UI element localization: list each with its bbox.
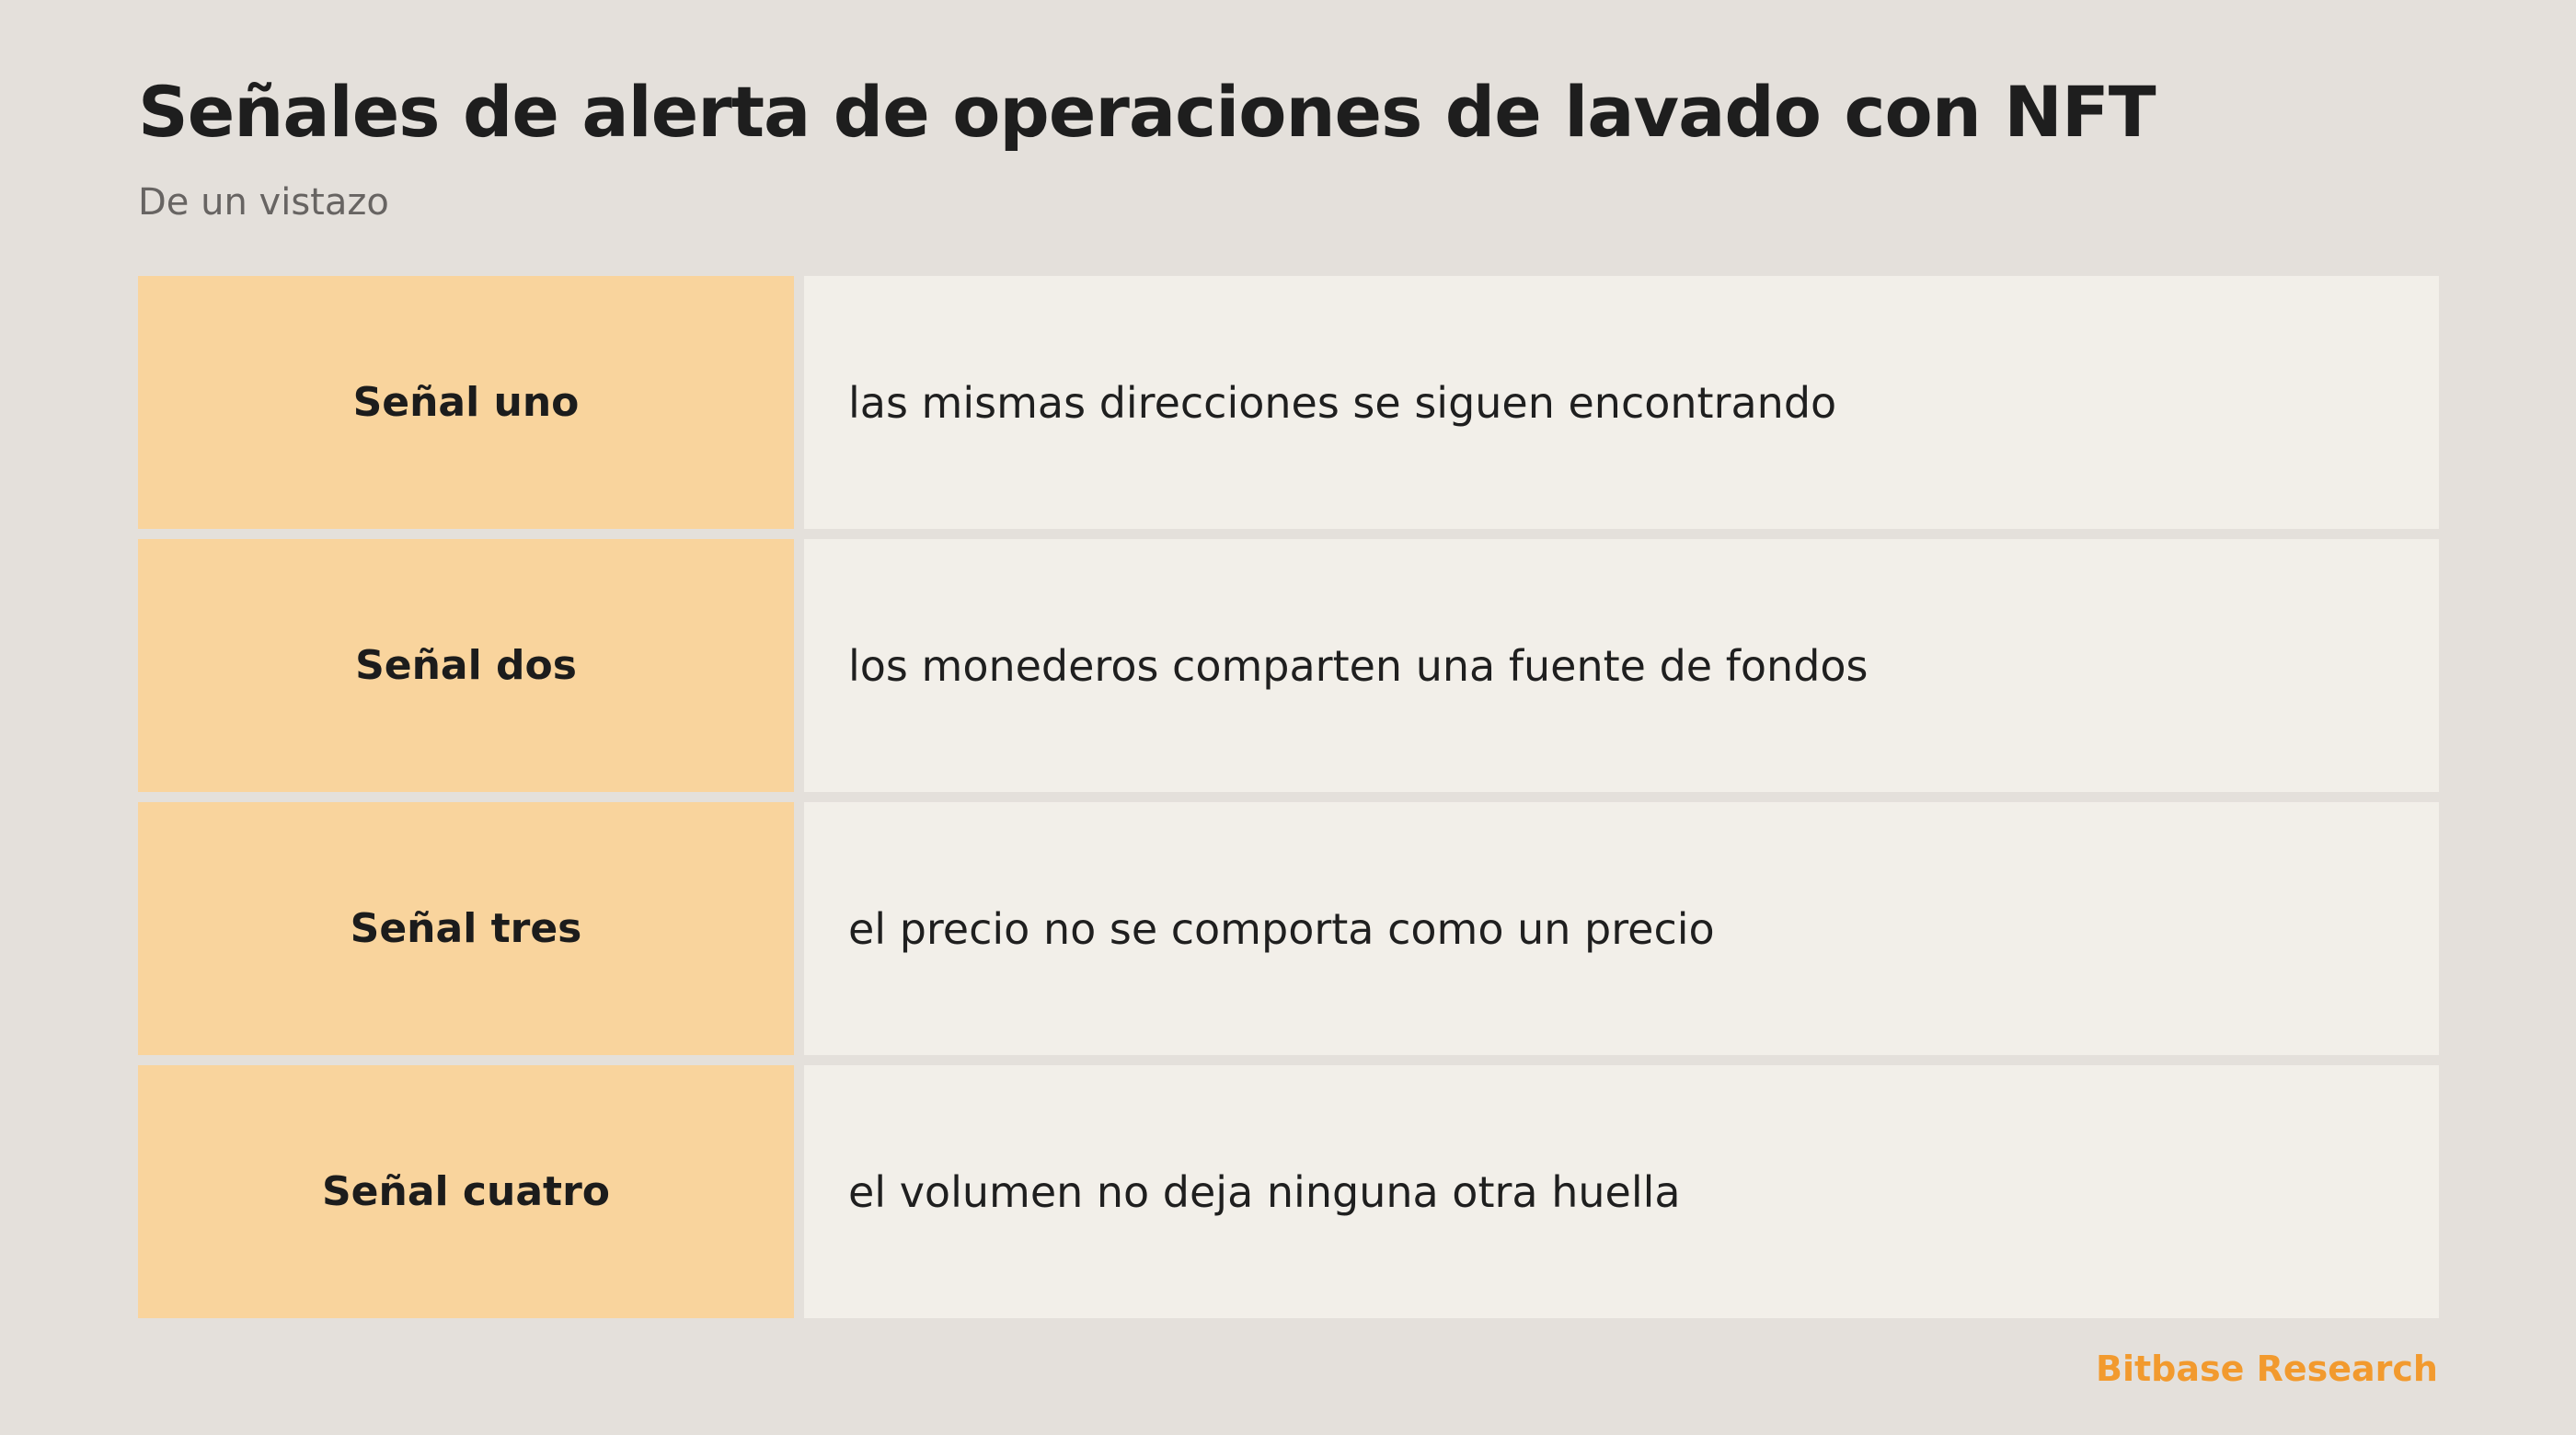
signal-label-3: Señal tres bbox=[138, 802, 794, 1055]
page-title: Señales de alerta de operaciones de lava… bbox=[138, 71, 2156, 153]
signal-label-1: Señal uno bbox=[138, 276, 794, 529]
signal-row-4: Señal cuatro el volumen no deja ninguna … bbox=[138, 1065, 2439, 1318]
signal-description-2: los monederos comparten una fuente de fo… bbox=[804, 539, 2439, 792]
signal-label-4: Señal cuatro bbox=[138, 1065, 794, 1318]
signal-description-4: el volumen no deja ninguna otra huella bbox=[804, 1065, 2439, 1318]
signal-row-1: Señal uno las mismas direcciones se sigu… bbox=[138, 276, 2439, 529]
signal-row-2: Señal dos los monederos comparten una fu… bbox=[138, 539, 2439, 792]
signal-row-3: Señal tres el precio no se comporta como… bbox=[138, 802, 2439, 1055]
signals-table: Señal uno las mismas direcciones se sigu… bbox=[138, 276, 2439, 1318]
signal-description-1: las mismas direcciones se siguen encontr… bbox=[804, 276, 2439, 529]
brand-footer: Bitbase Research bbox=[2095, 1349, 2438, 1389]
signal-label-2: Señal dos bbox=[138, 539, 794, 792]
page-subtitle: De un vistazo bbox=[138, 181, 389, 224]
signal-description-3: el precio no se comporta como un precio bbox=[804, 802, 2439, 1055]
